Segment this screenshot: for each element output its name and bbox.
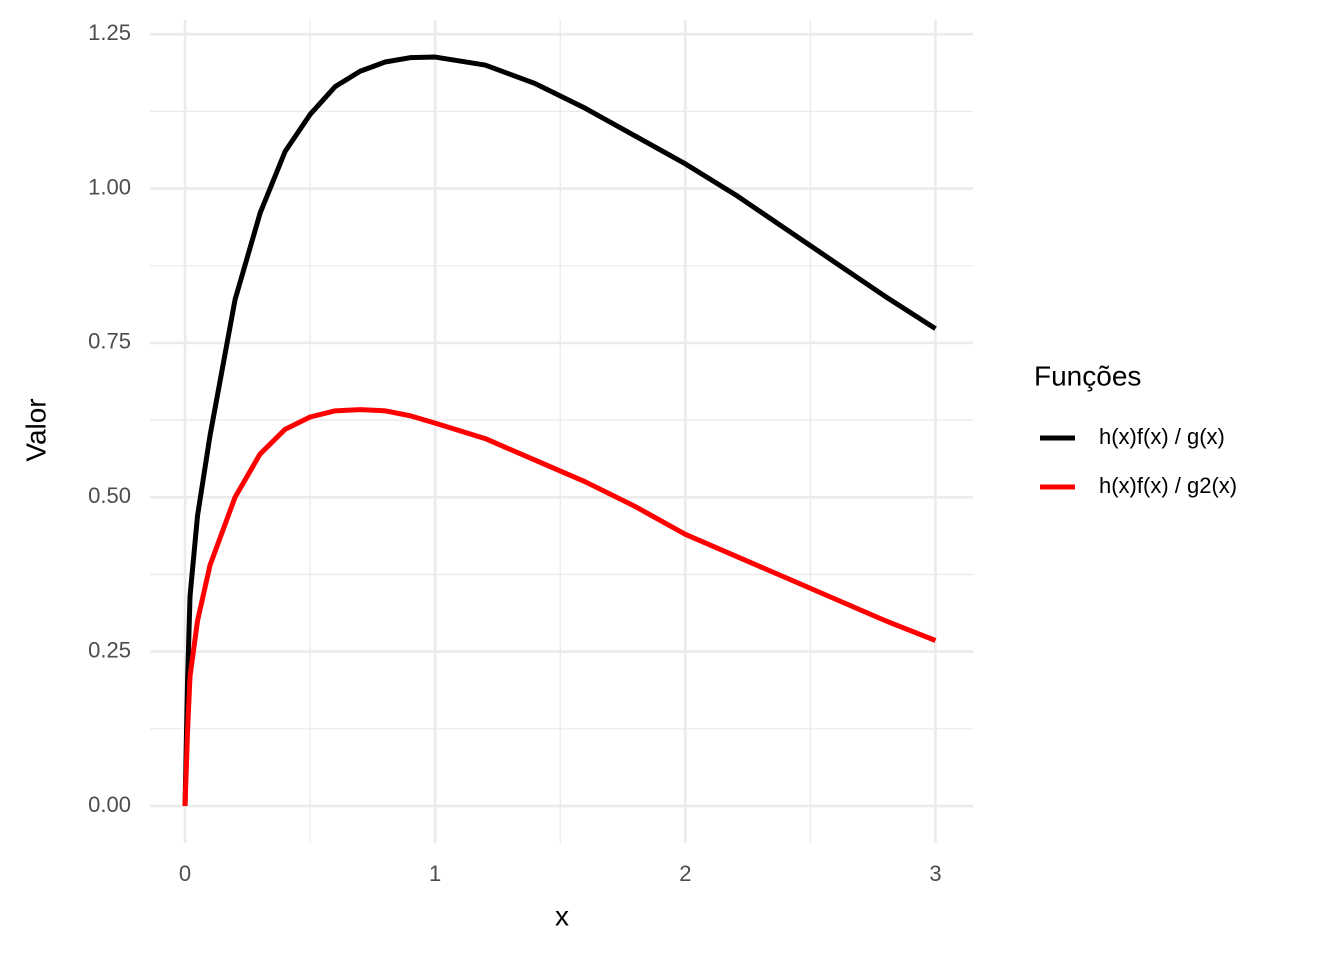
y-tick-label: 0.75: [88, 329, 131, 354]
x-tick-label: 0: [179, 861, 191, 886]
x-tick-label: 1: [429, 861, 441, 886]
plot: [150, 20, 973, 843]
series-line: [182, 407, 937, 807]
x-tick-label: 2: [679, 861, 691, 886]
x-axis-label: x: [555, 900, 569, 931]
series-line: [182, 54, 937, 807]
x-tick-label: 3: [929, 861, 941, 886]
y-tick-label: 0.00: [88, 792, 131, 817]
y-axis-label: Valor: [20, 398, 51, 461]
y-tick-label: 1.00: [88, 174, 131, 199]
legend-label: h(x)f(x) / g(x): [1099, 424, 1225, 449]
y-tick-label: 0.25: [88, 637, 131, 662]
legend-label: h(x)f(x) / g2(x): [1099, 473, 1237, 498]
legend-title: Funções: [1034, 360, 1141, 391]
y-tick-label: 1.25: [88, 20, 131, 45]
y-tick-label: 0.50: [88, 483, 131, 508]
